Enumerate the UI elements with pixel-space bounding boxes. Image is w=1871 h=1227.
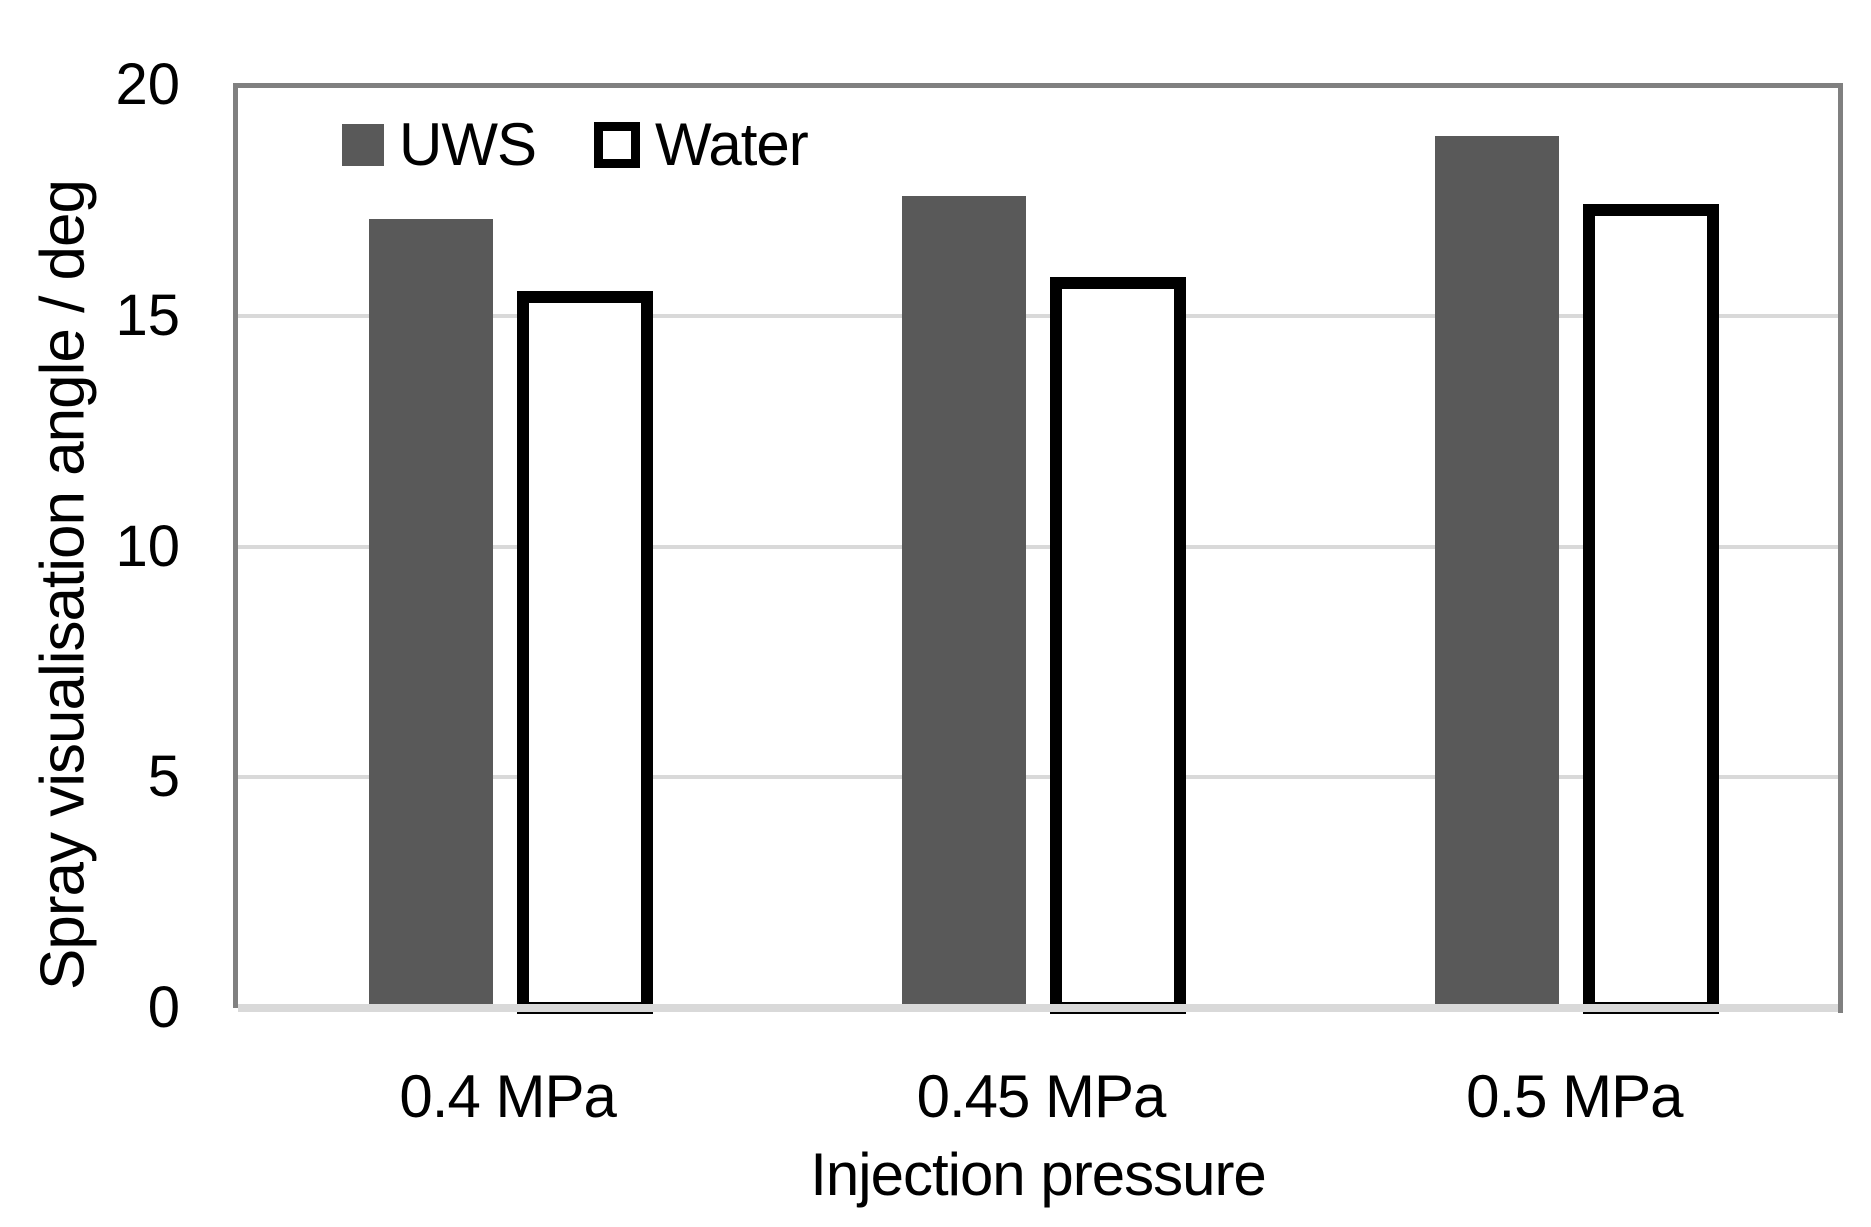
- legend: UWS Water: [342, 111, 809, 178]
- gridline-y-15: [238, 313, 1838, 318]
- bar-water-0.45-mpa: [1050, 277, 1186, 1014]
- y-tick-label-5: 5: [147, 744, 180, 810]
- y-tick-label-0: 0: [147, 975, 180, 1040]
- legend-label-uws: UWS: [399, 111, 537, 178]
- legend-label-water: Water: [654, 111, 809, 178]
- y-tick-label-20: 20: [115, 52, 180, 117]
- y-tick-label-15: 15: [115, 282, 180, 348]
- x-axis-title: Injection pressure: [810, 1141, 1267, 1208]
- category-label-0.5-mpa: 0.5 MPa: [1466, 1063, 1683, 1130]
- category-label-0.45-mpa: 0.45 MPa: [916, 1063, 1167, 1130]
- x-axis-baseline: [238, 1004, 1838, 1012]
- plot-border-right: [1838, 83, 1843, 1013]
- bar-uws-0.4-mpa: [368, 218, 493, 1008]
- gridline-y-10: [238, 544, 1838, 549]
- plot-border-top: [233, 83, 1843, 88]
- legend-swatch-water-icon: [593, 122, 640, 168]
- bar-water-0.5-mpa: [1583, 203, 1720, 1014]
- bar-water-0.4-mpa: [516, 291, 653, 1014]
- bar-uws-0.5-mpa: [1435, 135, 1560, 1008]
- bar-uws-0.45-mpa: [902, 195, 1026, 1008]
- legend-entry-water: Water: [593, 111, 809, 178]
- gridline-y-5: [238, 775, 1838, 780]
- legend-entry-uws: UWS: [342, 111, 537, 178]
- category-label-0.4-mpa: 0.4 MPa: [399, 1063, 616, 1130]
- y-tick-label-10: 10: [115, 513, 180, 579]
- plot-area: UWS Water: [233, 83, 1843, 1014]
- legend-swatch-uws-icon: [342, 124, 384, 166]
- plot-border-left: [233, 83, 238, 1008]
